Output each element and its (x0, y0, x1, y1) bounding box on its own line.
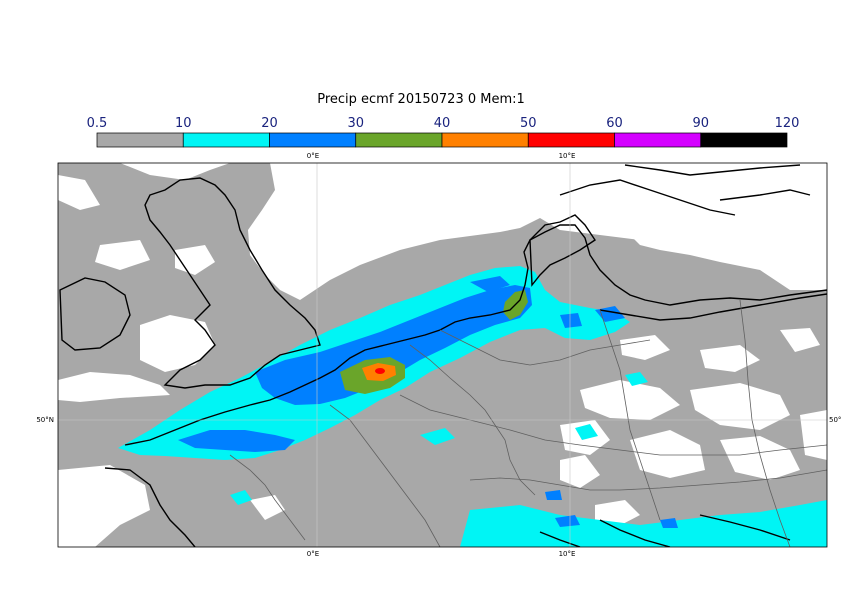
colorbar-label-1: 10 (174, 116, 192, 131)
colorbar-label-4: 40 (433, 116, 451, 131)
lon-label-bottom-10: 10°E (559, 550, 576, 558)
lat-label-right: 50° (829, 416, 841, 424)
lon-label-top-0: 0°E (307, 152, 319, 160)
colorbar (96, 132, 788, 148)
lat-label-left: 50°N (36, 416, 54, 424)
chart-title: Precip ecmf 20150723 0 Mem:1 (317, 92, 525, 107)
colorbar-swatch-7 (700, 132, 788, 148)
graticule (58, 163, 827, 547)
colorbar-label-2: 20 (261, 116, 278, 131)
colorbar-label-7: 90 (692, 116, 710, 131)
colorbar-label-0: 0.5 (86, 116, 108, 131)
colorbar-label-3: 30 (347, 116, 365, 131)
country-borders (229, 299, 827, 547)
precip-50-60 (375, 368, 385, 374)
coastlines (59, 164, 827, 547)
colorbar-label-6: 60 (606, 116, 623, 131)
colorbar-label-8: 120 (774, 116, 800, 131)
colorbar-label-5: 50 (519, 116, 537, 131)
map-frame (57, 162, 828, 548)
lon-label-top-10: 10°E (559, 152, 576, 160)
lon-label-bottom-0: 0°E (307, 550, 319, 558)
